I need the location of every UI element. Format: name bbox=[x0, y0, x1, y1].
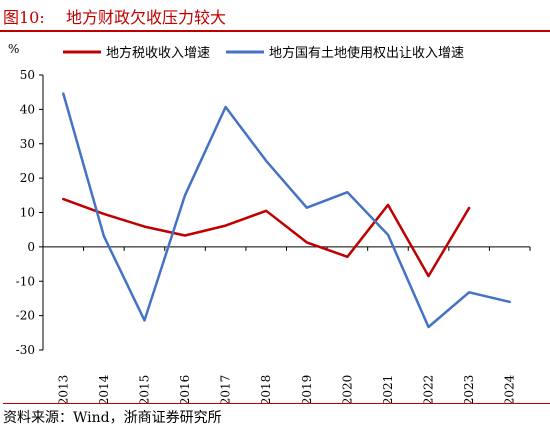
legend: 地方税收收入增速 地方国有土地使用权出让收入增速 bbox=[63, 45, 464, 61]
x-tick-label: 2014 bbox=[97, 374, 111, 403]
x-tick-label: 2022 bbox=[422, 375, 436, 403]
y-tick-label: 30 bbox=[20, 137, 35, 151]
series-layer bbox=[62, 92, 511, 329]
line-chart: % 地方税收收入增速 地方国有土地使用权出让收入增速 50 40 30 20 10 0 -10… bbox=[8, 42, 531, 403]
x-tick-label: 2019 bbox=[300, 375, 314, 403]
x-tick-label: 2023 bbox=[462, 375, 476, 403]
x-tick-label: 2018 bbox=[259, 375, 273, 403]
y-tick-label: 50 bbox=[20, 68, 35, 82]
source-text: 资料来源：Wind，浙商证券研究所 bbox=[3, 410, 222, 426]
x-tick-label: 2020 bbox=[340, 375, 354, 403]
y-tick-label: -20 bbox=[16, 309, 35, 323]
source-note: 资料来源：Wind，浙商证券研究所 bbox=[3, 403, 550, 430]
y-tick-label: 20 bbox=[20, 171, 35, 185]
x-tick-label: 2016 bbox=[178, 375, 192, 403]
axes: 50 40 30 20 10 0 -10 -20 -30 2013 2014 2015 2016 2017… bbox=[16, 68, 531, 403]
y-tick-label: -10 bbox=[16, 274, 35, 288]
figure-title-bar: 图10: 地方财政欠收压力较大 bbox=[0, 0, 550, 32]
series-line-1 bbox=[62, 92, 511, 329]
x-tick-label: 2021 bbox=[381, 375, 395, 403]
x-tick-label: 2015 bbox=[137, 375, 151, 403]
y-tick-label: 10 bbox=[20, 206, 35, 220]
y-axis-unit: % bbox=[8, 42, 19, 56]
y-tick-label: -30 bbox=[16, 343, 35, 357]
x-tick-label: 2013 bbox=[56, 375, 70, 403]
series-line-0 bbox=[62, 197, 471, 278]
x-tick-label: 2024 bbox=[503, 374, 517, 403]
figure-title: 地方财政欠收压力较大 bbox=[66, 8, 227, 27]
y-tick-label: 0 bbox=[27, 240, 35, 254]
y-tick-label: 40 bbox=[20, 102, 35, 116]
legend-label-0: 地方税收收入增速 bbox=[106, 45, 210, 61]
legend-label-1: 地方国有土地使用权出让收入增速 bbox=[269, 45, 464, 61]
figure-number: 图10: bbox=[3, 8, 45, 27]
x-tick-label: 2017 bbox=[219, 375, 233, 403]
